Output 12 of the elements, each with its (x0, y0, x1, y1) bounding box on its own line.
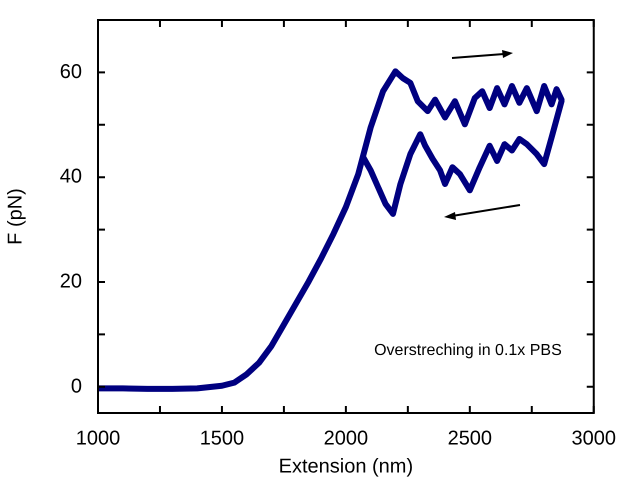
x-tick-label: 2000 (324, 428, 368, 450)
x-axis-title: Extension (nm) (278, 456, 414, 478)
y-tick-label: 40 (60, 166, 82, 188)
y-tick-label: 0 (70, 375, 82, 398)
annotation: Overstreching in 0.1x PBS (374, 342, 562, 359)
x-tick-label: 1500 (200, 428, 244, 450)
y-tick-label: 20 (60, 270, 82, 293)
y-tick-label: 60 (60, 60, 82, 83)
x-tick-label: 1000 (76, 428, 120, 450)
y-axis-title: F (pN) (4, 188, 27, 245)
x-tick-label: 3000 (572, 428, 616, 450)
x-tick-label: 2500 (448, 428, 492, 450)
